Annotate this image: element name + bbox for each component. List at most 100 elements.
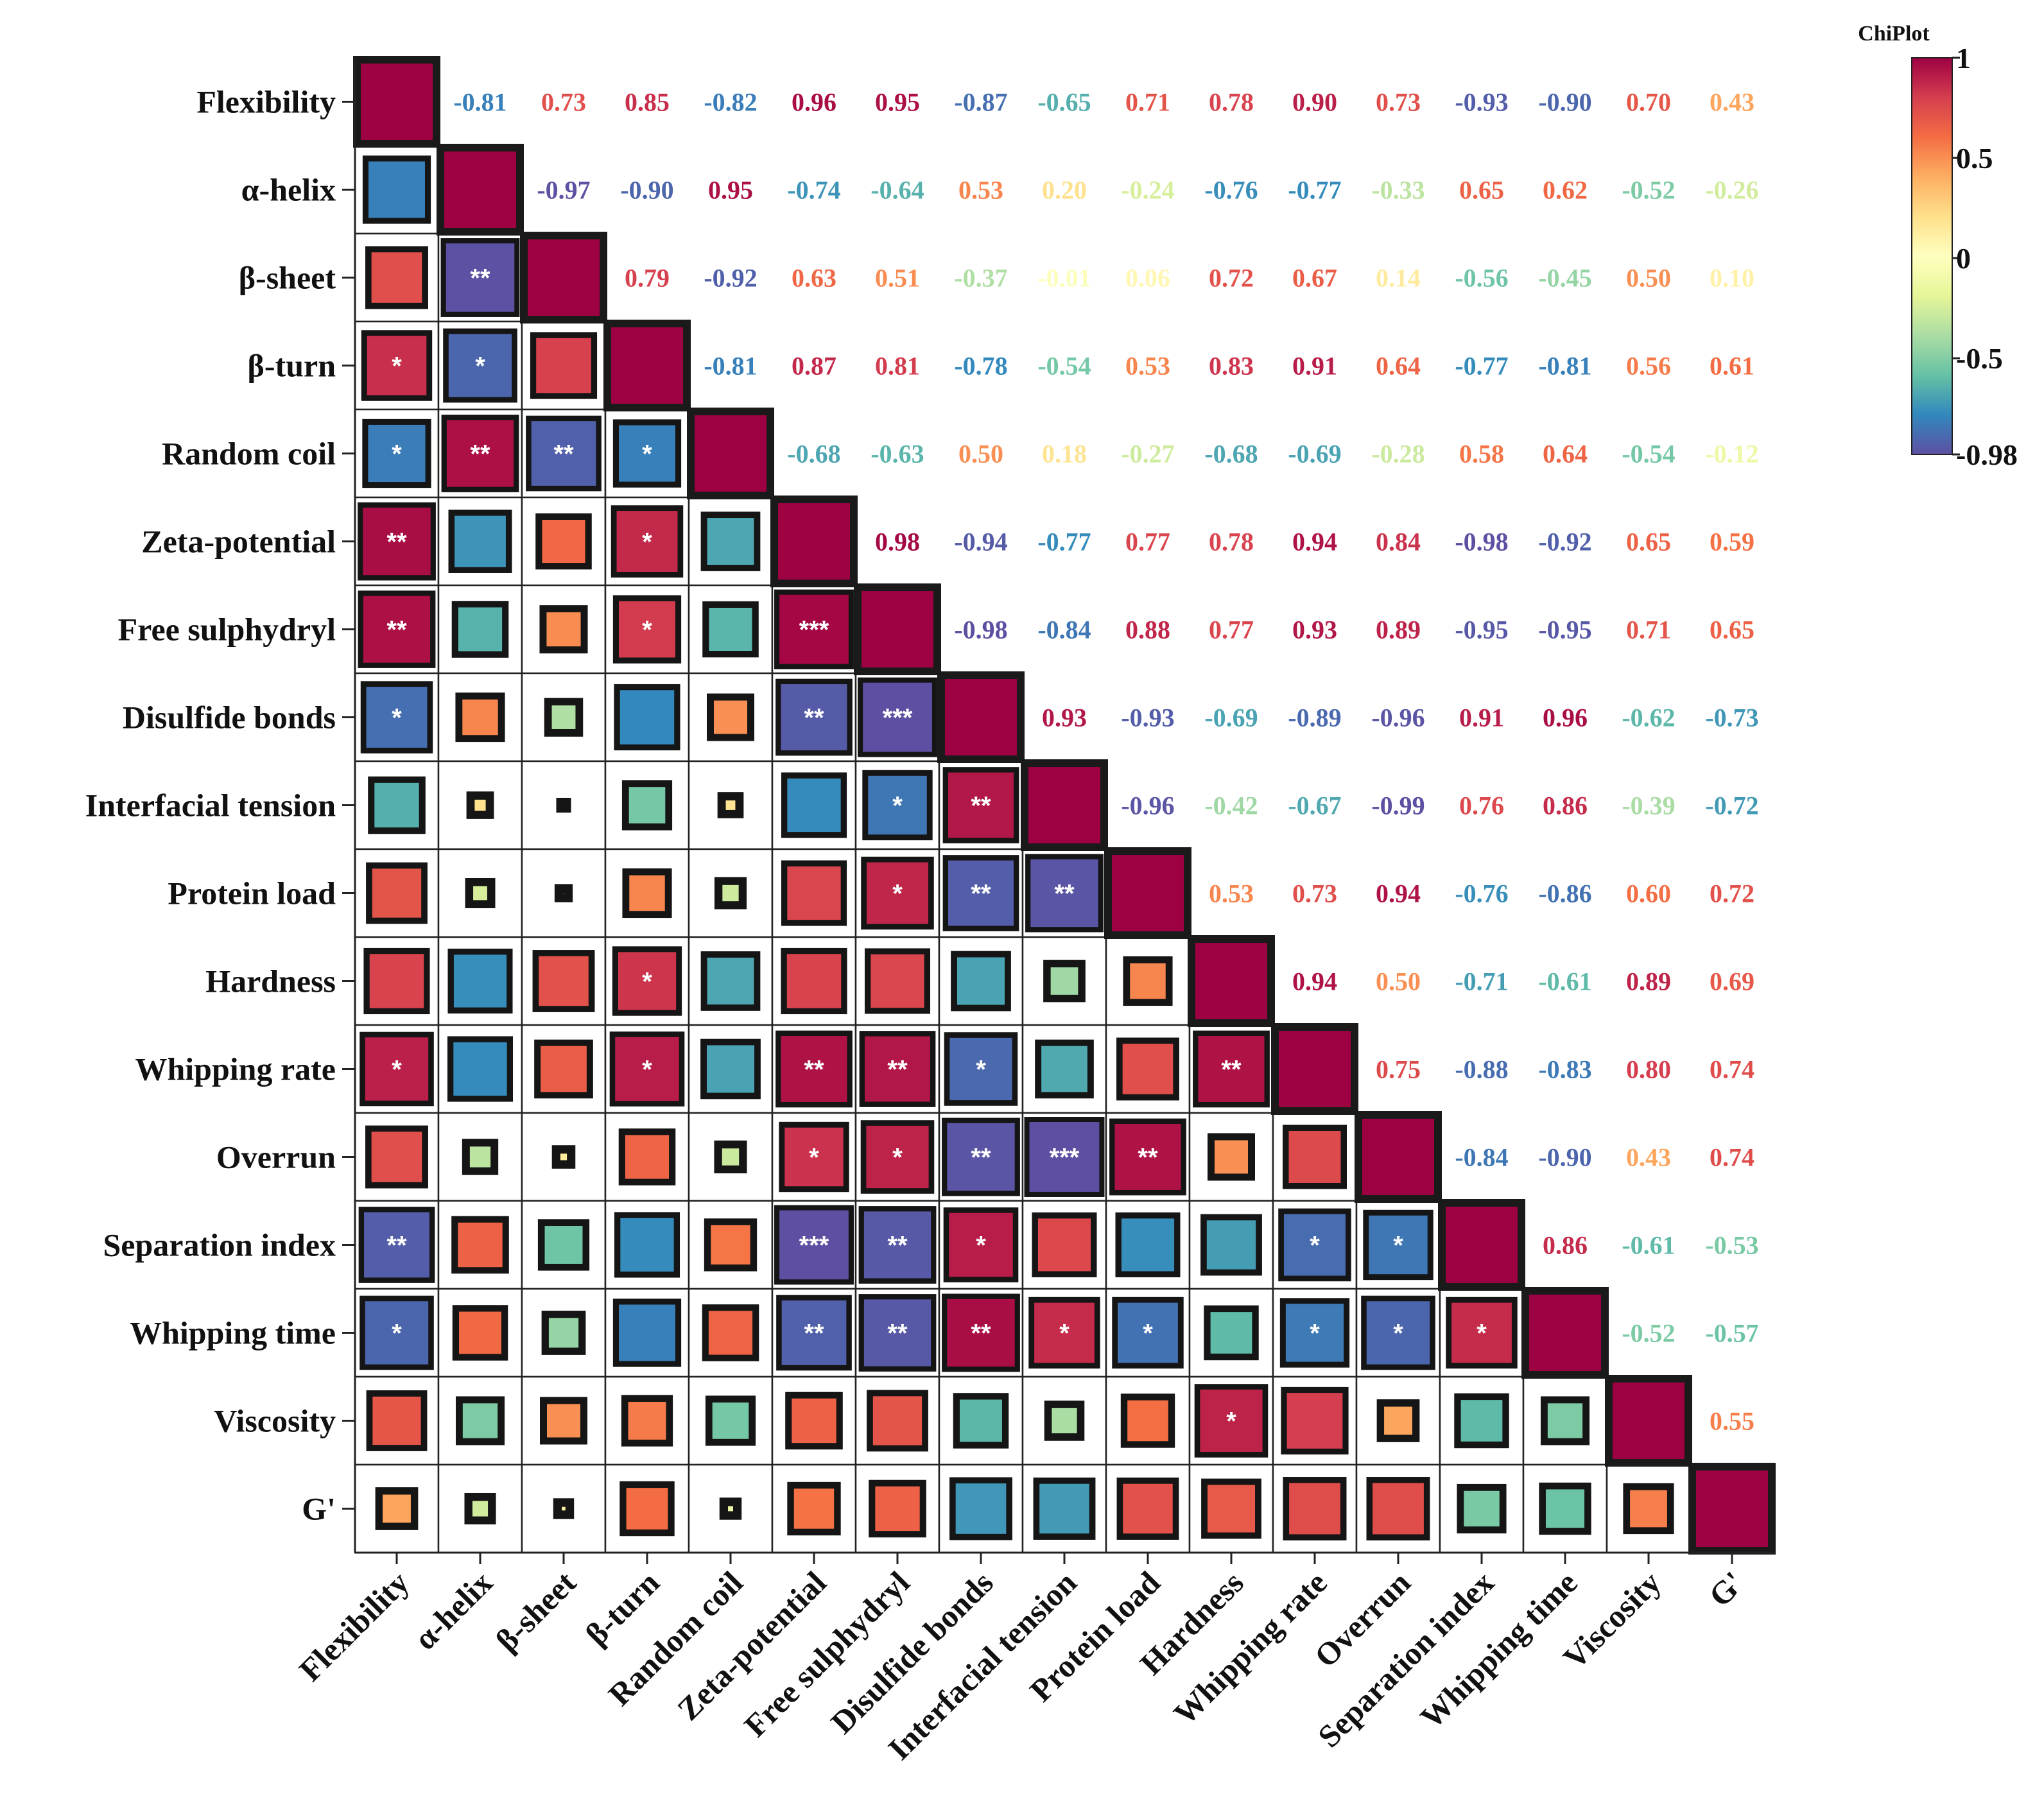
coef-7-8: 0.93 xyxy=(1042,703,1087,732)
cell-disulfide-bonds-turn xyxy=(619,690,675,745)
coef-7-10: -0.69 xyxy=(1204,703,1258,732)
coef-3-6: 0.81 xyxy=(875,352,920,381)
coef-6-7: -0.98 xyxy=(954,616,1007,644)
cell-random-coil-flexibility xyxy=(368,424,426,483)
cell-free-sulphydryl-flexibility xyxy=(363,596,431,663)
sig-12-6: * xyxy=(892,1144,903,1172)
cell-g-whipping-rate xyxy=(1289,1483,1340,1535)
cell-overrun-sheet xyxy=(560,1153,567,1160)
diag-protein-load xyxy=(1104,847,1191,939)
cell-separation-index-overrun xyxy=(1369,1215,1428,1275)
cell-whipping-rate-zeta-potential xyxy=(781,1035,847,1103)
coef-5-12: 0.84 xyxy=(1376,528,1421,556)
cell-viscosity-free-sulphydryl xyxy=(872,1396,922,1445)
colorbar-tick-label-0: 1 xyxy=(1956,42,1971,74)
coef-9-10: 0.53 xyxy=(1209,879,1254,908)
sig-7-5: ** xyxy=(804,704,824,732)
coef-5-7: -0.94 xyxy=(954,528,1007,556)
cell-g-interfacial-tension xyxy=(1039,1483,1089,1534)
sig-14-8: * xyxy=(1059,1320,1070,1348)
cell-interfacial-tension-helix xyxy=(474,799,486,811)
coef-1-5: -0.74 xyxy=(787,176,840,205)
cell-zeta-potential-sheet xyxy=(542,519,585,564)
coef-9-15: 0.60 xyxy=(1626,879,1671,908)
sig-11-7: * xyxy=(976,1056,986,1084)
coef-9-11: 0.73 xyxy=(1292,879,1337,908)
cell-whipping-rate-interfacial-tension xyxy=(1041,1046,1087,1092)
coef-9-14: -0.86 xyxy=(1538,879,1591,908)
colorbar-title: ChiPlot xyxy=(1858,22,1930,46)
cell-hardness-random-coil xyxy=(707,958,754,1004)
diag-flexibility xyxy=(353,56,440,148)
cell-zeta-potential-flexibility xyxy=(363,507,431,576)
cell-separation-index-turn xyxy=(620,1218,674,1272)
coef-2-11: 0.67 xyxy=(1292,264,1337,293)
coef-4-13: 0.58 xyxy=(1459,440,1504,469)
cell-separation-index-sheet xyxy=(544,1226,583,1264)
cell-overrun-turn xyxy=(625,1135,670,1179)
cell-viscosity-protein-load xyxy=(1127,1400,1168,1442)
coef-1-9: -0.24 xyxy=(1121,176,1174,205)
sig-2-1: ** xyxy=(470,264,490,293)
cell-protein-load-disulfide-bonds xyxy=(948,860,1014,926)
cell-whipping-time-random-coil xyxy=(708,1311,753,1355)
cell-disulfide-bonds-helix xyxy=(462,699,498,736)
diag-free-sulphydryl xyxy=(854,583,941,675)
coef-4-16: -0.12 xyxy=(1705,440,1758,469)
coef-6-14: -0.95 xyxy=(1538,616,1591,644)
cell-overrun-helix xyxy=(469,1146,491,1168)
sig-6-5: *** xyxy=(799,616,829,644)
cell-hardness-turn xyxy=(618,952,677,1010)
coef-2-9: 0.06 xyxy=(1125,264,1170,293)
row-label-overrun: Overrun xyxy=(216,1139,336,1175)
coef-9-12: 0.94 xyxy=(1376,879,1421,908)
coef-13-14: 0.86 xyxy=(1543,1231,1588,1260)
cell-hardness-free-sulphydryl xyxy=(870,954,924,1008)
cell-viscosity-whipping-time xyxy=(1547,1403,1583,1438)
cell-interfacial-tension-turn xyxy=(628,787,666,823)
cell-overrun-interfacial-tension xyxy=(1029,1122,1100,1192)
sig-6-0: ** xyxy=(386,616,407,644)
coef-0-1: -0.81 xyxy=(453,88,507,117)
cell-zeta-potential-turn xyxy=(616,511,678,572)
sig-7-0: * xyxy=(392,704,402,732)
diagonal-cells xyxy=(353,56,1776,1555)
sig-5-0: ** xyxy=(386,528,407,556)
coef-0-15: 0.70 xyxy=(1626,88,1671,117)
diag-random-coil xyxy=(687,408,774,499)
row-label-helix: α-helix xyxy=(241,172,336,208)
cell-viscosity-zeta-potential xyxy=(792,1398,836,1444)
coef-13-16: -0.53 xyxy=(1705,1231,1758,1260)
colorbar-tick-label-4: -0.98 xyxy=(1956,438,2018,471)
coef-5-13: -0.98 xyxy=(1455,528,1508,556)
cell-whipping-time-protein-load xyxy=(1118,1302,1178,1363)
cell-overrun-zeta-potential xyxy=(784,1127,844,1187)
cell-overrun-random-coil xyxy=(722,1148,740,1166)
coef-2-16: 0.10 xyxy=(1710,264,1754,293)
coef-6-8: -0.84 xyxy=(1037,616,1091,644)
cell-bg-15-4 xyxy=(688,1375,774,1466)
cell-viscosity-hardness xyxy=(1200,1389,1263,1453)
diag-helix xyxy=(437,144,524,236)
cell-whipping-rate-flexibility xyxy=(365,1037,429,1101)
coef-3-10: 0.83 xyxy=(1209,352,1254,381)
cell-zeta-potential-helix xyxy=(455,515,506,567)
coef-6-15: 0.71 xyxy=(1626,616,1671,644)
cell-protein-load-random-coil xyxy=(722,884,739,902)
coef-1-8: 0.20 xyxy=(1042,176,1087,205)
coef-5-11: 0.94 xyxy=(1292,528,1337,556)
coef-5-8: -0.77 xyxy=(1037,528,1091,556)
cell-separation-index-disulfide-bonds xyxy=(949,1212,1013,1277)
coef-11-13: -0.88 xyxy=(1455,1055,1508,1084)
coef-4-15: -0.54 xyxy=(1622,440,1675,469)
diag-whipping-time xyxy=(1521,1287,1609,1379)
sig-3-0: * xyxy=(392,352,402,381)
coef-2-15: 0.50 xyxy=(1626,264,1671,293)
coef-0-9: 0.71 xyxy=(1125,88,1170,117)
sig-9-7: ** xyxy=(971,880,991,908)
row-label-flexibility: Flexibility xyxy=(196,84,336,120)
coef-2-6: 0.51 xyxy=(875,264,920,293)
coef-1-4: 0.95 xyxy=(708,176,753,205)
diag-hardness xyxy=(1188,935,1275,1027)
cell-whipping-time-helix xyxy=(459,1311,501,1354)
